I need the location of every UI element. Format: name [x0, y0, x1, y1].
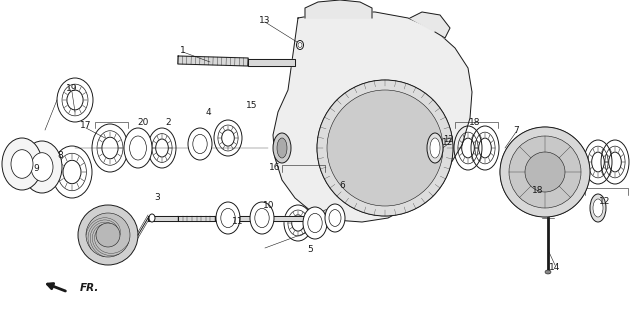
- Polygon shape: [178, 56, 248, 66]
- Ellipse shape: [22, 141, 62, 193]
- Ellipse shape: [188, 128, 212, 160]
- Text: FR.: FR.: [80, 283, 99, 293]
- Text: 10: 10: [263, 201, 275, 210]
- Ellipse shape: [149, 214, 155, 222]
- Circle shape: [509, 136, 581, 208]
- Polygon shape: [178, 215, 215, 220]
- Ellipse shape: [2, 138, 42, 190]
- Ellipse shape: [545, 270, 551, 274]
- Polygon shape: [248, 59, 295, 66]
- Ellipse shape: [321, 209, 339, 221]
- Text: 13: 13: [259, 15, 271, 25]
- Polygon shape: [148, 215, 178, 220]
- Ellipse shape: [590, 194, 606, 222]
- Ellipse shape: [303, 207, 327, 239]
- Text: 4: 4: [205, 108, 211, 116]
- Ellipse shape: [427, 133, 443, 163]
- Text: 3: 3: [154, 194, 160, 203]
- Ellipse shape: [124, 128, 152, 168]
- Polygon shape: [215, 215, 335, 220]
- Polygon shape: [410, 12, 450, 38]
- Text: 14: 14: [550, 263, 561, 273]
- Text: 16: 16: [269, 163, 280, 172]
- Circle shape: [500, 127, 590, 217]
- Text: 8: 8: [57, 150, 63, 159]
- Text: 5: 5: [307, 245, 313, 254]
- Text: 18: 18: [469, 117, 481, 126]
- Circle shape: [96, 223, 120, 247]
- Text: 15: 15: [246, 100, 258, 109]
- Ellipse shape: [250, 202, 274, 234]
- Text: 19: 19: [66, 84, 78, 92]
- Text: 12: 12: [442, 138, 453, 147]
- Ellipse shape: [216, 202, 240, 234]
- Ellipse shape: [11, 150, 33, 178]
- Text: 6: 6: [339, 180, 345, 189]
- Ellipse shape: [31, 153, 53, 181]
- Polygon shape: [273, 12, 472, 222]
- Circle shape: [525, 152, 565, 192]
- Text: 18: 18: [532, 186, 544, 195]
- Text: 1: 1: [180, 45, 186, 54]
- FancyArrowPatch shape: [48, 284, 66, 291]
- Text: 12: 12: [443, 135, 453, 144]
- Circle shape: [317, 80, 453, 216]
- Polygon shape: [305, 0, 372, 18]
- Text: 9: 9: [33, 164, 39, 172]
- Text: 20: 20: [137, 117, 149, 126]
- Ellipse shape: [325, 204, 345, 232]
- Ellipse shape: [296, 41, 303, 50]
- Ellipse shape: [430, 138, 440, 158]
- Text: 12: 12: [599, 197, 611, 206]
- Ellipse shape: [273, 133, 291, 163]
- Text: 17: 17: [80, 121, 92, 130]
- Circle shape: [86, 213, 130, 257]
- Ellipse shape: [277, 138, 287, 158]
- Circle shape: [78, 205, 138, 265]
- Text: 2: 2: [165, 117, 171, 126]
- Ellipse shape: [593, 199, 603, 217]
- Circle shape: [327, 90, 443, 206]
- Text: 7: 7: [513, 125, 519, 134]
- Text: 11: 11: [232, 218, 244, 227]
